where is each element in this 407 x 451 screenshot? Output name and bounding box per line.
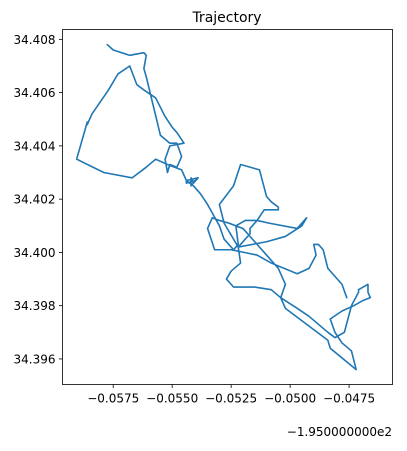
x-tick-label: −0.0500 bbox=[264, 392, 316, 406]
y-axis: 34.396 34.398 34.400 34.402 34.404 34.406 34.4… bbox=[14, 33, 63, 366]
y-tick-label: 34.402 bbox=[14, 193, 56, 207]
plot-area bbox=[75, 43, 372, 371]
y-tick-label: 34.408 bbox=[14, 33, 56, 47]
y-tick-label: 34.406 bbox=[14, 86, 56, 100]
axes-frame bbox=[62, 29, 393, 385]
x-tick-label: −0.0575 bbox=[87, 392, 139, 406]
x-tick-label: −0.0475 bbox=[323, 392, 375, 406]
x-tick-label: −0.0550 bbox=[146, 392, 198, 406]
y-tick-label: 34.398 bbox=[14, 299, 56, 313]
x-axis: −0.0575 −0.0550 −0.0525 −0.0500 −0.0475 bbox=[87, 384, 375, 406]
y-tick-label: 34.396 bbox=[14, 352, 56, 366]
chart-title: Trajectory bbox=[191, 10, 261, 26]
y-tick-label: 34.404 bbox=[14, 139, 56, 153]
trajectory-line bbox=[75, 43, 372, 371]
y-tick-label: 34.400 bbox=[14, 246, 56, 260]
x-tick-label: −0.0525 bbox=[205, 392, 257, 406]
x-axis-offset-label: −1.950000000e2 bbox=[287, 425, 392, 439]
